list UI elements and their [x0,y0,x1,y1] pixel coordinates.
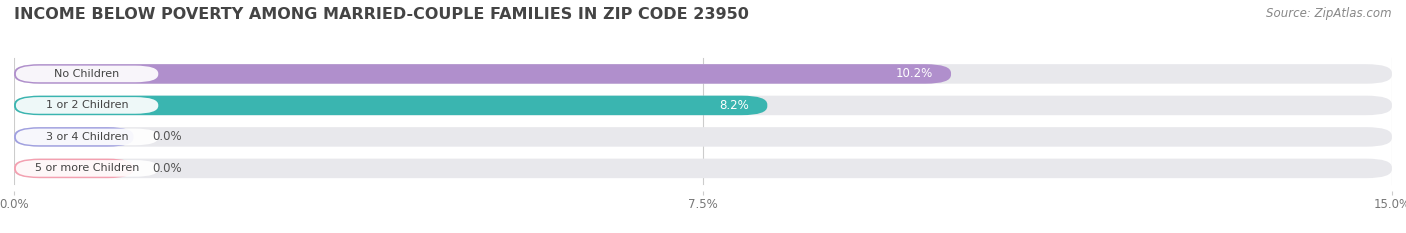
Text: 0.0%: 0.0% [152,162,181,175]
Text: INCOME BELOW POVERTY AMONG MARRIED-COUPLE FAMILIES IN ZIP CODE 23950: INCOME BELOW POVERTY AMONG MARRIED-COUPL… [14,7,749,22]
Text: 0.0%: 0.0% [152,130,181,143]
FancyBboxPatch shape [14,96,768,115]
Text: 3 or 4 Children: 3 or 4 Children [46,132,128,142]
FancyBboxPatch shape [14,127,134,147]
FancyBboxPatch shape [14,64,950,84]
Text: 8.2%: 8.2% [720,99,749,112]
FancyBboxPatch shape [15,129,159,145]
FancyBboxPatch shape [14,127,1392,147]
Text: 5 or more Children: 5 or more Children [35,163,139,173]
FancyBboxPatch shape [15,160,159,177]
FancyBboxPatch shape [15,97,159,114]
Text: 10.2%: 10.2% [896,67,932,80]
Text: No Children: No Children [55,69,120,79]
Text: Source: ZipAtlas.com: Source: ZipAtlas.com [1267,7,1392,20]
Text: 1 or 2 Children: 1 or 2 Children [46,100,128,110]
FancyBboxPatch shape [14,159,1392,178]
FancyBboxPatch shape [15,66,159,82]
FancyBboxPatch shape [14,64,1392,84]
FancyBboxPatch shape [14,96,1392,115]
FancyBboxPatch shape [14,159,134,178]
